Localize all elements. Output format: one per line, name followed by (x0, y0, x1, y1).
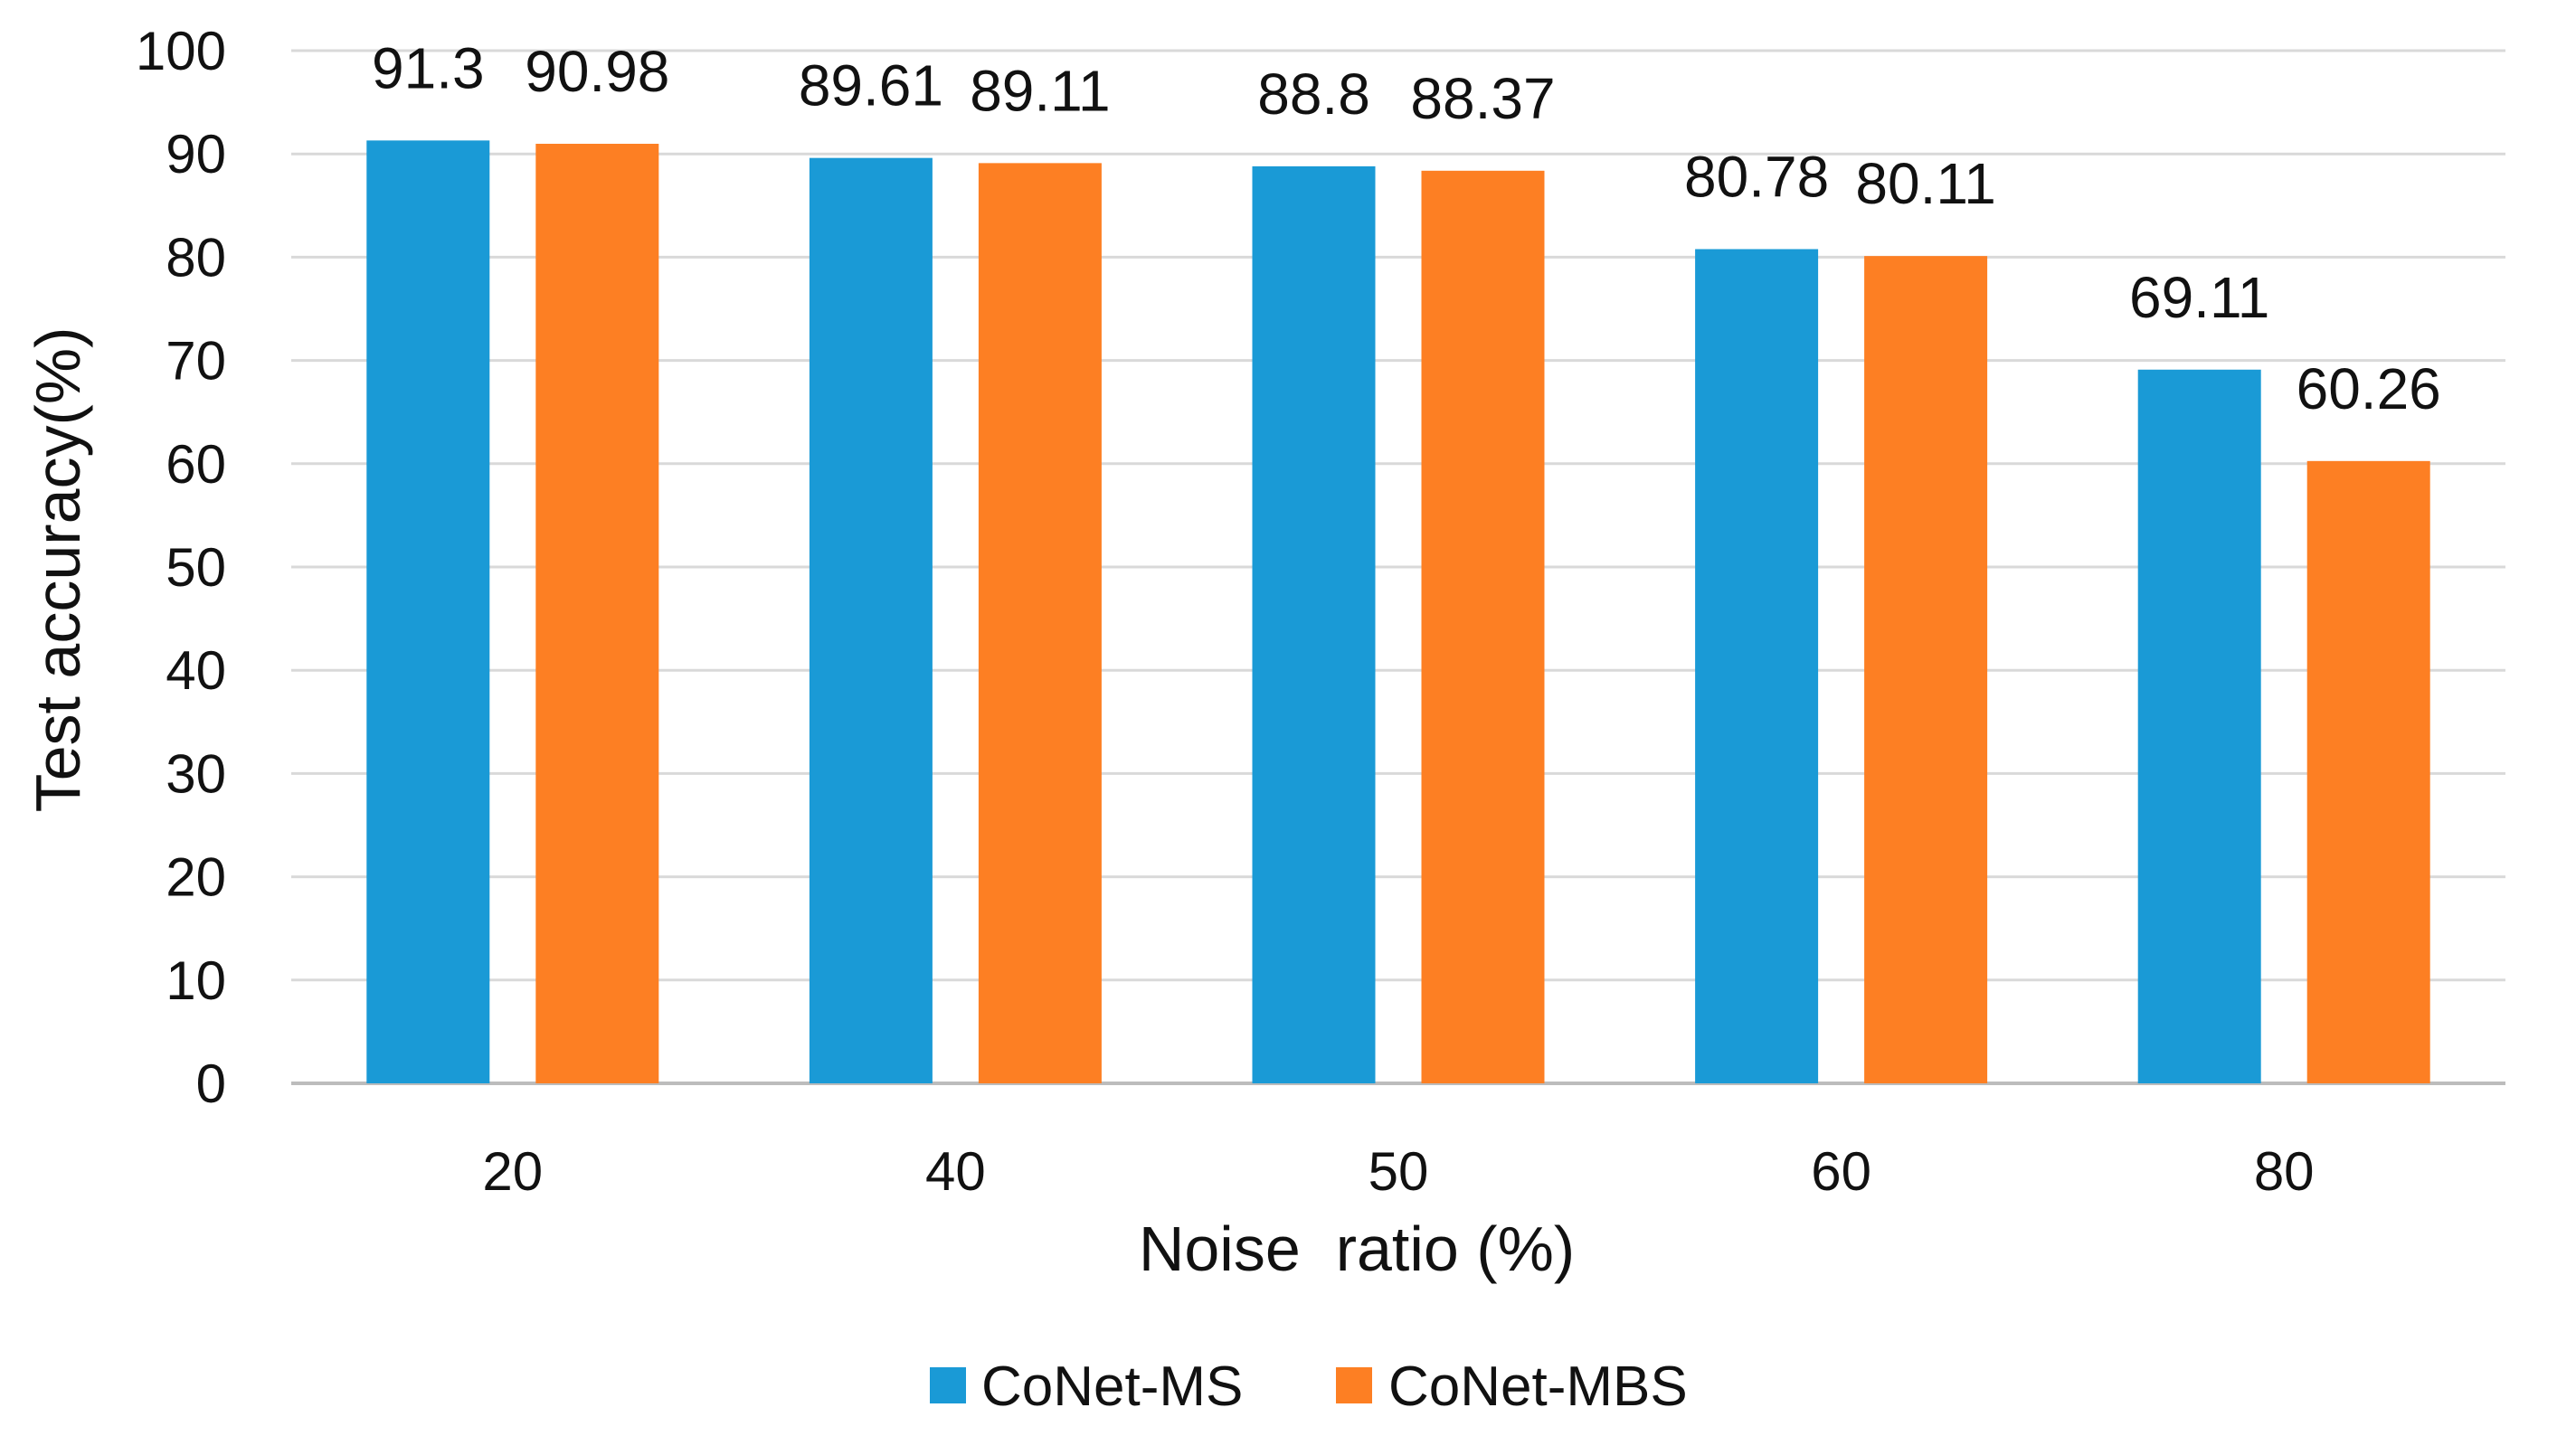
y-tick-label-100: 100 (136, 21, 226, 81)
data-label-conet-ms-60: 80.78 (1684, 144, 1829, 209)
x-tick-label-80: 80 (2254, 1141, 2315, 1202)
data-label-conet-mbs-40: 89.11 (970, 58, 1110, 123)
data-label-conet-mbs-60: 80.11 (1855, 151, 1995, 216)
data-label-conet-mbs-20: 90.98 (525, 39, 669, 104)
gridlines (291, 49, 2505, 1085)
legend-label-conet-ms: CoNet-MS (981, 1356, 1243, 1418)
data-label-conet-ms-40: 89.61 (799, 53, 943, 118)
data-labels: 91.3 90.98 89.61 89.11 88.8 88.37 80.78 80.11 69… (372, 35, 2441, 420)
legend-swatch-conet-ms (930, 1367, 966, 1403)
y-tick-label-50: 50 (166, 537, 226, 598)
bar-conet-mbs-40 (978, 163, 1102, 1084)
data-label-conet-ms-20: 91.3 (372, 35, 485, 100)
bars (366, 140, 2430, 1084)
y-axis-title: Test accuracy(%) (23, 327, 93, 813)
data-label-conet-mbs-50: 88.37 (1410, 66, 1555, 131)
y-tick-label-60: 60 (166, 434, 226, 495)
x-tick-label-50: 50 (1368, 1141, 1429, 1202)
y-tick-label-0: 0 (196, 1053, 226, 1114)
y-axis-ticks: 0 10 20 30 40 50 60 70 80 90 100 (136, 21, 226, 1114)
x-tick-label-40: 40 (925, 1141, 986, 1202)
legend: CoNet-MS CoNet-MBS (930, 1356, 1688, 1418)
bar-conet-ms-80 (2137, 369, 2261, 1083)
bar-conet-mbs-60 (1864, 256, 1988, 1083)
y-tick-label-10: 10 (166, 950, 226, 1011)
x-tick-label-60: 60 (1811, 1141, 1871, 1202)
bar-conet-mbs-20 (535, 144, 659, 1083)
bar-conet-mbs-50 (1421, 170, 1545, 1084)
y-tick-label-80: 80 (166, 227, 226, 288)
data-label-conet-ms-50: 88.8 (1257, 61, 1370, 127)
y-tick-label-30: 30 (166, 743, 226, 804)
bar-conet-ms-60 (1695, 249, 1819, 1083)
bar-conet-ms-20 (366, 140, 490, 1083)
bar-conet-ms-40 (809, 157, 933, 1083)
x-tick-label-20: 20 (482, 1141, 543, 1202)
y-tick-label-70: 70 (166, 331, 226, 392)
y-tick-label-40: 40 (166, 640, 226, 701)
bar-conet-ms-50 (1252, 165, 1376, 1084)
bar-conet-mbs-80 (2306, 460, 2430, 1083)
data-label-conet-mbs-80: 60.26 (2297, 356, 2441, 421)
legend-swatch-conet-mbs (1336, 1367, 1372, 1403)
data-label-conet-ms-80: 69.11 (2129, 265, 2269, 330)
x-axis-title: Noise ratio (%) (1139, 1214, 1575, 1284)
y-tick-label-20: 20 (166, 847, 226, 908)
legend-label-conet-mbs: CoNet-MBS (1388, 1356, 1688, 1418)
x-axis-ticks: 20 40 50 60 80 (482, 1141, 2314, 1202)
y-tick-label-90: 90 (166, 124, 226, 184)
